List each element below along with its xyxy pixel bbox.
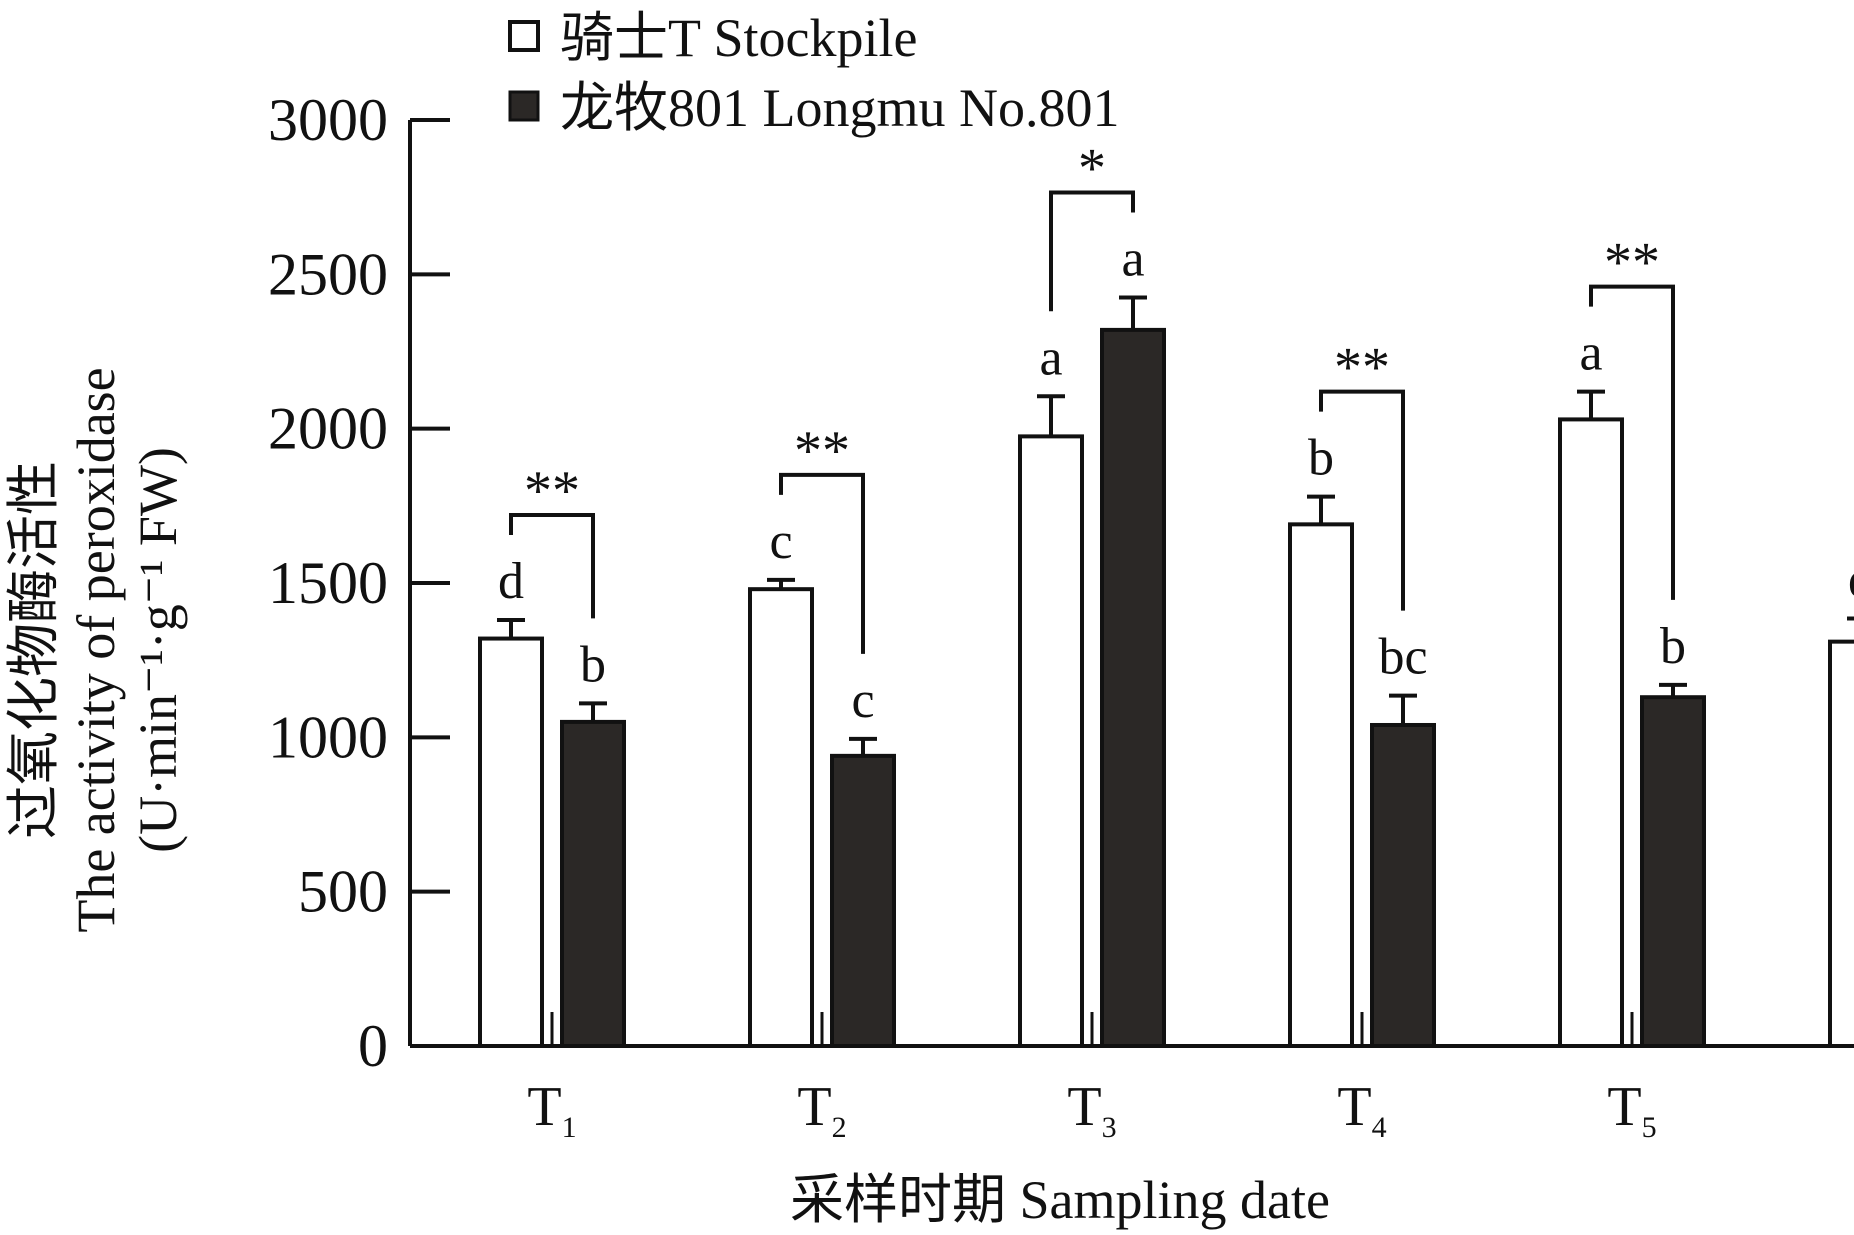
significance-letter: d [1848, 551, 1854, 608]
x-tick-label: T5 [1607, 1076, 1656, 1144]
y-tick-label: 3000 [268, 87, 388, 153]
significance-letter: bc [1378, 629, 1427, 686]
significance-stars: ** [524, 460, 580, 522]
significance-bracket [1589, 284, 1675, 600]
bar-longmu [1370, 722, 1436, 1049]
significance-bracket [779, 472, 865, 654]
x-tick-label: T2 [797, 1076, 846, 1144]
bar-stockpile [1828, 639, 1854, 1048]
bars [478, 295, 1854, 1049]
significance-stars: * [1078, 137, 1106, 199]
y-tick-label: 500 [298, 859, 388, 925]
x-axis-title: 采样时期 Sampling date [790, 1170, 1330, 1230]
significance-letter: d [498, 553, 524, 610]
significance-letter: a [1121, 230, 1144, 287]
significance-bracket [1319, 389, 1405, 611]
y-tick-label: 1500 [268, 550, 388, 616]
significance-letter: a [1039, 329, 1062, 386]
legend-label-longmu: 龙牧801 Longmu No.801 [560, 78, 1120, 138]
significance-letter: b [1308, 430, 1334, 487]
y-tick-label: 1000 [268, 704, 388, 770]
significance-letter: c [851, 672, 874, 729]
legend-label-stockpile: 骑士T Stockpile [560, 8, 918, 68]
bar-longmu [560, 719, 626, 1049]
legend-swatch-longmu [508, 90, 540, 122]
y-tick-label: 2500 [268, 241, 388, 307]
significance-bracket [509, 513, 595, 619]
y-axis-title-line-1: 过氧化物酶活性 [4, 461, 64, 839]
axes: 050010001500200025003000T1T2T3T4T5T6 [268, 87, 1850, 1144]
y-tick-label: 0 [358, 1013, 388, 1079]
significance-letter: c [769, 513, 792, 570]
bar-longmu [1640, 695, 1706, 1048]
significance-letter: b [580, 636, 606, 693]
bar-stockpile [748, 587, 814, 1048]
significance-stars: ** [1604, 232, 1660, 294]
bar-stockpile [1018, 434, 1084, 1048]
significance-stars: ** [1334, 337, 1390, 399]
legend-swatch-stockpile [508, 20, 540, 52]
x-tick-label: T1 [527, 1076, 576, 1144]
significance-stars: ** [794, 420, 850, 482]
significance-letter: b [1660, 618, 1686, 675]
legend: 骑士T Stockpile 龙牧801 Longmu No.801 [508, 8, 1120, 138]
y-tick-label: 2000 [268, 396, 388, 462]
bar-longmu [1100, 327, 1166, 1049]
bar-stockpile [1558, 417, 1624, 1048]
x-tick-label: T4 [1337, 1076, 1386, 1144]
significance-bracket [1049, 190, 1135, 312]
bar-longmu [830, 753, 896, 1048]
y-axis-title: 过氧化物酶活性 The activity of peroxidase (U·mi… [4, 367, 188, 932]
bar-stockpile [1288, 522, 1354, 1048]
x-tick-label: T3 [1067, 1076, 1116, 1144]
annotations: db**cc**aa*bbc**ab**dbc** [498, 137, 1854, 728]
y-axis-title-line-3: (U·min⁻¹·g⁻¹ FW) [128, 447, 188, 853]
significance-letter: a [1579, 325, 1602, 382]
bar-stockpile [478, 636, 544, 1048]
y-axis-title-line-2: The activity of peroxidase [66, 367, 126, 932]
